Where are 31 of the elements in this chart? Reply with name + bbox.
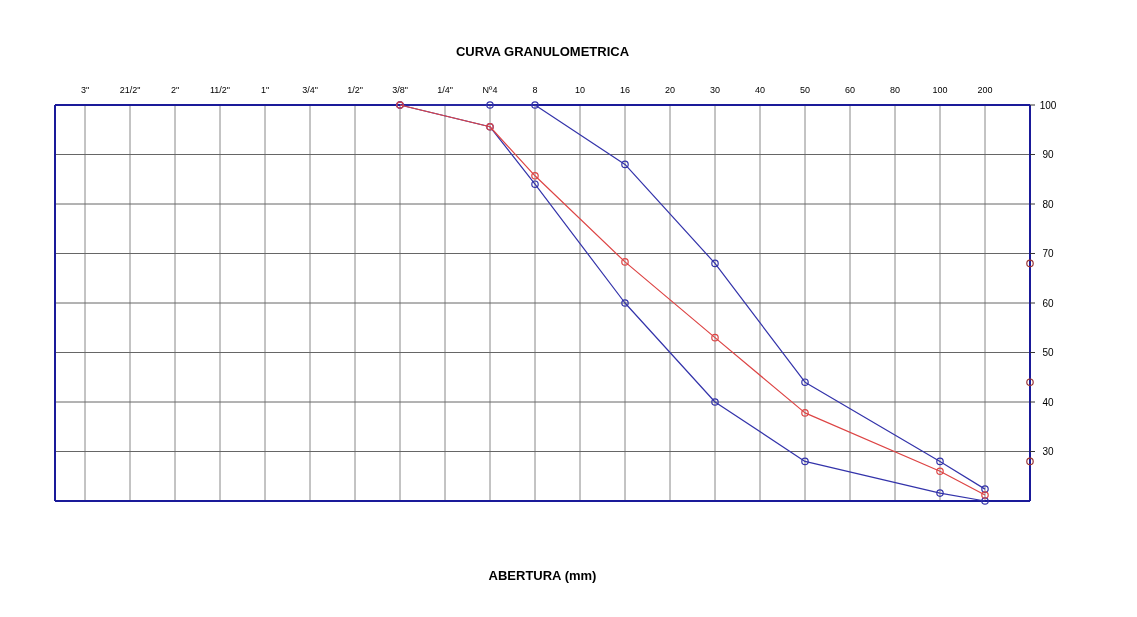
x-tick-label: 8 [532, 85, 538, 95]
y-tick-label: 50 [1042, 347, 1054, 358]
y-tick-label: 70 [1042, 248, 1054, 259]
y-tick-label: 40 [1042, 396, 1054, 408]
x-tick-label: 200 [977, 85, 993, 95]
x-tick-label: 2" [170, 85, 180, 95]
x-tick-label: 40 [754, 85, 766, 95]
y-tick-label: 100 [1039, 99, 1057, 111]
y-tick-label: 60 [1042, 297, 1054, 309]
chart-title: CURVA GRANULOMETRICA [455, 44, 630, 59]
y-tick-label: 80 [1042, 198, 1054, 210]
x-tick-label: 1" [260, 85, 270, 95]
x-tick-label: 3/8" [392, 85, 408, 95]
x-tick-label: 100 [932, 85, 948, 95]
x-tick-label: 20 [664, 85, 676, 95]
x-tick-label: 3" [80, 85, 90, 95]
x-tick-label: 60 [844, 85, 856, 95]
x-tick-label: 21/2" [119, 85, 141, 95]
x-tick-label: 10 [574, 85, 586, 95]
x-tick-label: 11/2" [209, 85, 231, 95]
x-tick-label: 50 [799, 85, 811, 95]
x-tick-label: 30 [709, 85, 721, 95]
y-tick-label: 30 [1042, 446, 1054, 457]
x-tick-label: 16 [619, 85, 631, 95]
x-tick-label: 1/4" [437, 85, 453, 95]
x-tick-label: Nº4 [482, 85, 498, 95]
y-tick-label: 90 [1042, 149, 1054, 160]
x-tick-label: 1/2" [347, 85, 363, 95]
x-tick-label: 80 [889, 85, 901, 95]
text: ABERTURA (mm) [488, 568, 597, 583]
x-tick-label: 3/4" [302, 85, 318, 95]
